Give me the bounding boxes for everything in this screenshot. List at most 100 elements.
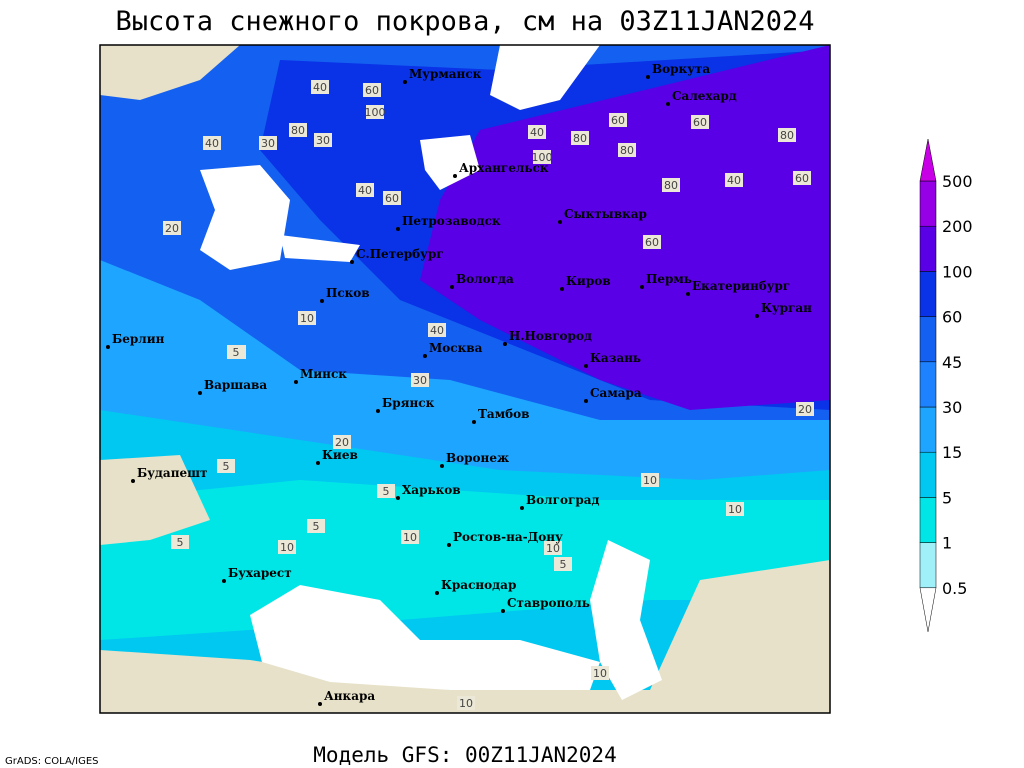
- contour-label: 40: [358, 184, 372, 197]
- contour-label: 40: [313, 81, 327, 94]
- contour-label-bg: [778, 128, 796, 142]
- city-label: Волгоград: [526, 493, 599, 507]
- city-dot: [447, 543, 451, 547]
- contour-label-bg: [278, 540, 296, 554]
- city-label: Пермь: [646, 272, 692, 286]
- city-label: С.Петербург: [356, 247, 444, 261]
- contour-label: 60: [365, 84, 379, 97]
- city-label: Тамбов: [478, 407, 529, 421]
- city-dot: [376, 409, 380, 413]
- contour-label: 10: [728, 503, 742, 516]
- contour-label: 40: [205, 137, 219, 150]
- city-label: Казань: [590, 351, 641, 365]
- contour-label-bg: [363, 83, 381, 97]
- contour-label-bg: [691, 115, 709, 129]
- contour-label: 20: [335, 436, 349, 449]
- contour-label: 10: [300, 312, 314, 325]
- contour-label: 5: [383, 485, 390, 498]
- colorbar-band: [919, 406, 937, 453]
- contour-label: 100: [532, 151, 553, 164]
- contour-label: 80: [780, 129, 794, 142]
- city-label: Мурманск: [409, 67, 482, 81]
- city-dot: [131, 479, 135, 483]
- contour-label: 60: [795, 172, 809, 185]
- contour-label: 5: [560, 558, 567, 571]
- colorbar-label: 200: [942, 217, 973, 236]
- contour-label-bg: [641, 473, 659, 487]
- city-label: Архангельск: [459, 161, 549, 175]
- city-label: Воркута: [652, 62, 710, 76]
- contour-label-bg: [259, 136, 277, 150]
- contour-label: 40: [727, 174, 741, 187]
- city-dot: [318, 702, 322, 706]
- city-label: Псков: [326, 286, 370, 300]
- contour-label-bg: [171, 535, 189, 549]
- contour-label: 30: [413, 374, 427, 387]
- city-label: Киев: [322, 448, 358, 462]
- colorbar-band: [919, 271, 937, 317]
- city-dot: [435, 591, 439, 595]
- city-label: Краснодар: [441, 578, 516, 592]
- city-label: Вологда: [456, 272, 514, 286]
- contour-label: 5: [177, 536, 184, 549]
- contour-label-bg: [591, 666, 609, 680]
- contour-label-bg: [333, 435, 351, 449]
- city-dot: [294, 380, 298, 384]
- contour-label: 10: [593, 667, 607, 680]
- contour-label-bg: [544, 541, 562, 555]
- city-label: Воронеж: [446, 451, 509, 465]
- city-dot: [584, 364, 588, 368]
- contour-label-bg: [311, 80, 329, 94]
- city-dot: [558, 220, 562, 224]
- city-dot: [350, 260, 354, 264]
- city-dot: [450, 285, 454, 289]
- city-label: Н.Новгород: [509, 329, 592, 343]
- city-label: Анкара: [324, 689, 375, 703]
- contour-label: 60: [611, 114, 625, 127]
- city-label: Самара: [590, 386, 642, 400]
- city-dot: [584, 399, 588, 403]
- city-label: Петрозаводск: [402, 214, 501, 228]
- colorbar-band: [919, 451, 937, 498]
- contour-label-bg: [609, 113, 627, 127]
- contour-label-bg: [457, 696, 475, 710]
- city-label: Харьков: [402, 483, 461, 497]
- contour-label-bg: [662, 178, 680, 192]
- colorbar-label: 15: [942, 443, 962, 462]
- colorbar-band: [919, 225, 937, 272]
- contour-label: 60: [645, 236, 659, 249]
- city-dot: [222, 579, 226, 583]
- contour-label: 60: [693, 116, 707, 129]
- city-dot: [686, 292, 690, 296]
- city-label: Минск: [300, 367, 347, 381]
- city-dot: [396, 227, 400, 231]
- map: 40 60 100 80 40 30 20 40 60 80 80 100 60 40 80 60 80 60 40…: [99, 44, 831, 714]
- city-dot: [396, 496, 400, 500]
- colorbar-band: [919, 316, 937, 363]
- colorbar-band: [919, 361, 937, 408]
- colorbar-label: 30: [942, 398, 962, 417]
- contour-label-bg: [618, 143, 636, 157]
- city-dot: [520, 506, 524, 510]
- contour-label: 80: [664, 179, 678, 192]
- contour-label-bg: [411, 373, 429, 387]
- city-label: Салехард: [672, 89, 737, 103]
- contour-label-bg: [314, 133, 332, 147]
- contour-label: 80: [620, 144, 634, 157]
- contour-label-bg: [643, 235, 661, 249]
- contour-label-bg: [383, 191, 401, 205]
- colorbar-label: 1: [942, 534, 952, 553]
- city-label: Брянск: [382, 396, 435, 410]
- contour-label-bg: [528, 125, 546, 139]
- contour-label: 10: [403, 531, 417, 544]
- contour-label-bg: [793, 171, 811, 185]
- colorbar-over: [919, 138, 937, 182]
- contour-label: 5: [233, 346, 240, 359]
- contour-label: 10: [280, 541, 294, 554]
- contour-label-bg: [401, 530, 419, 544]
- contour-label: 60: [385, 192, 399, 205]
- city-dot: [755, 314, 759, 318]
- city-dot: [440, 464, 444, 468]
